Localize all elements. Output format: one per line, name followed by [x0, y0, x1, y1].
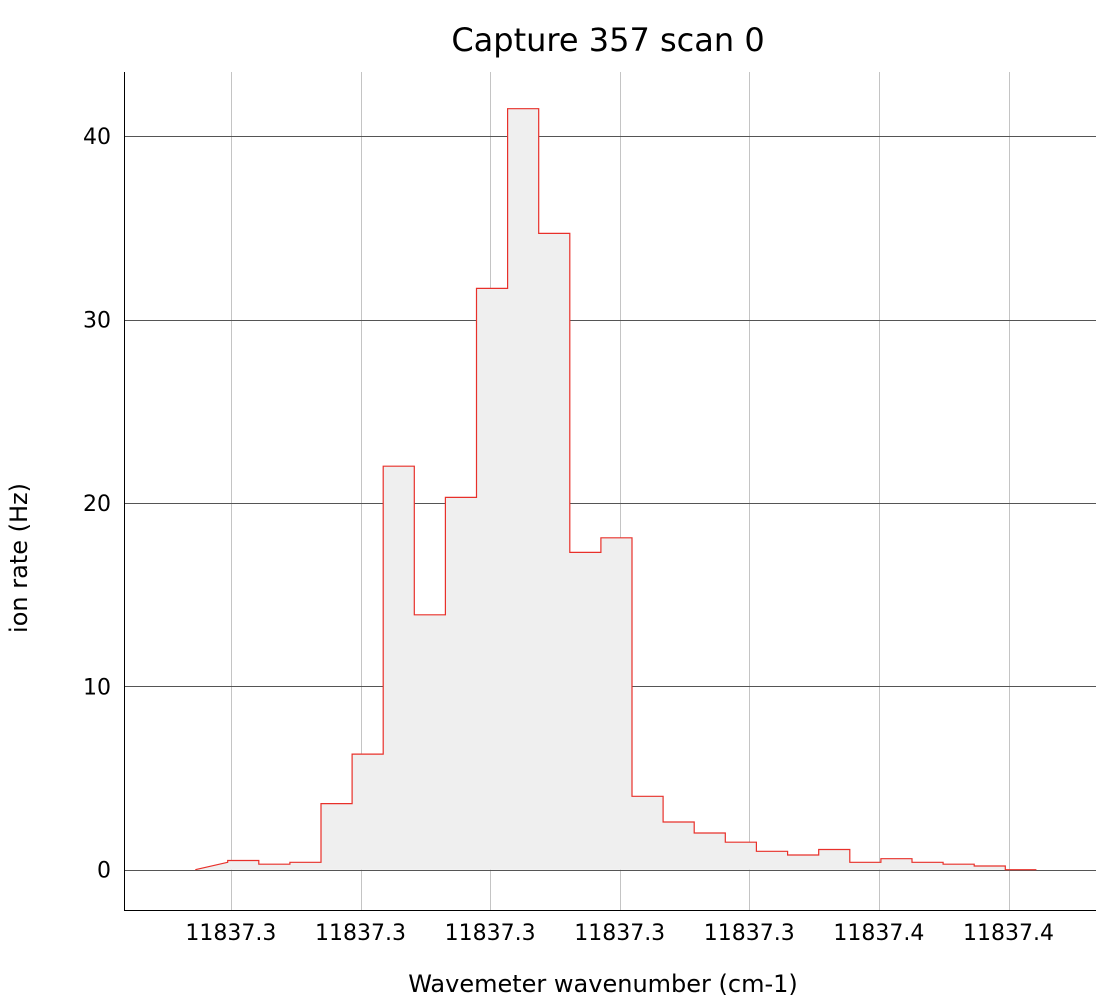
series-step-line — [195, 108, 1037, 871]
y-tick-label: 30 — [83, 309, 111, 334]
y-tick-label: 40 — [83, 125, 111, 150]
y-tick-label: 20 — [83, 492, 111, 517]
x-tick-labels: 11837.3 11837.3 11837.3 11837.3 11837.3 11837… — [185, 921, 1054, 946]
y-tick-labels: 0 10 20 30 40 — [83, 125, 111, 884]
x-tick-label: 11837.3 — [574, 921, 665, 946]
y-tick-label: 10 — [83, 675, 111, 700]
x-tick-label: 11837.3 — [185, 921, 276, 946]
y-tick-label: 0 — [97, 859, 111, 884]
y-axis-label: ion rate (Hz) — [5, 483, 33, 633]
x-tick-label: 11837.4 — [833, 921, 924, 946]
series-area-fill — [195, 108, 1037, 870]
x-tick-label: 11837.4 — [963, 921, 1054, 946]
x-axis-label: Wavemeter wavenumber (cm-1) — [408, 970, 798, 998]
chart-title: Capture 357 scan 0 — [451, 21, 764, 59]
x-tick-label: 11837.3 — [315, 921, 406, 946]
plot-series — [195, 108, 1037, 871]
x-tick-label: 11837.3 — [445, 921, 536, 946]
x-tick-label: 11837.3 — [704, 921, 795, 946]
